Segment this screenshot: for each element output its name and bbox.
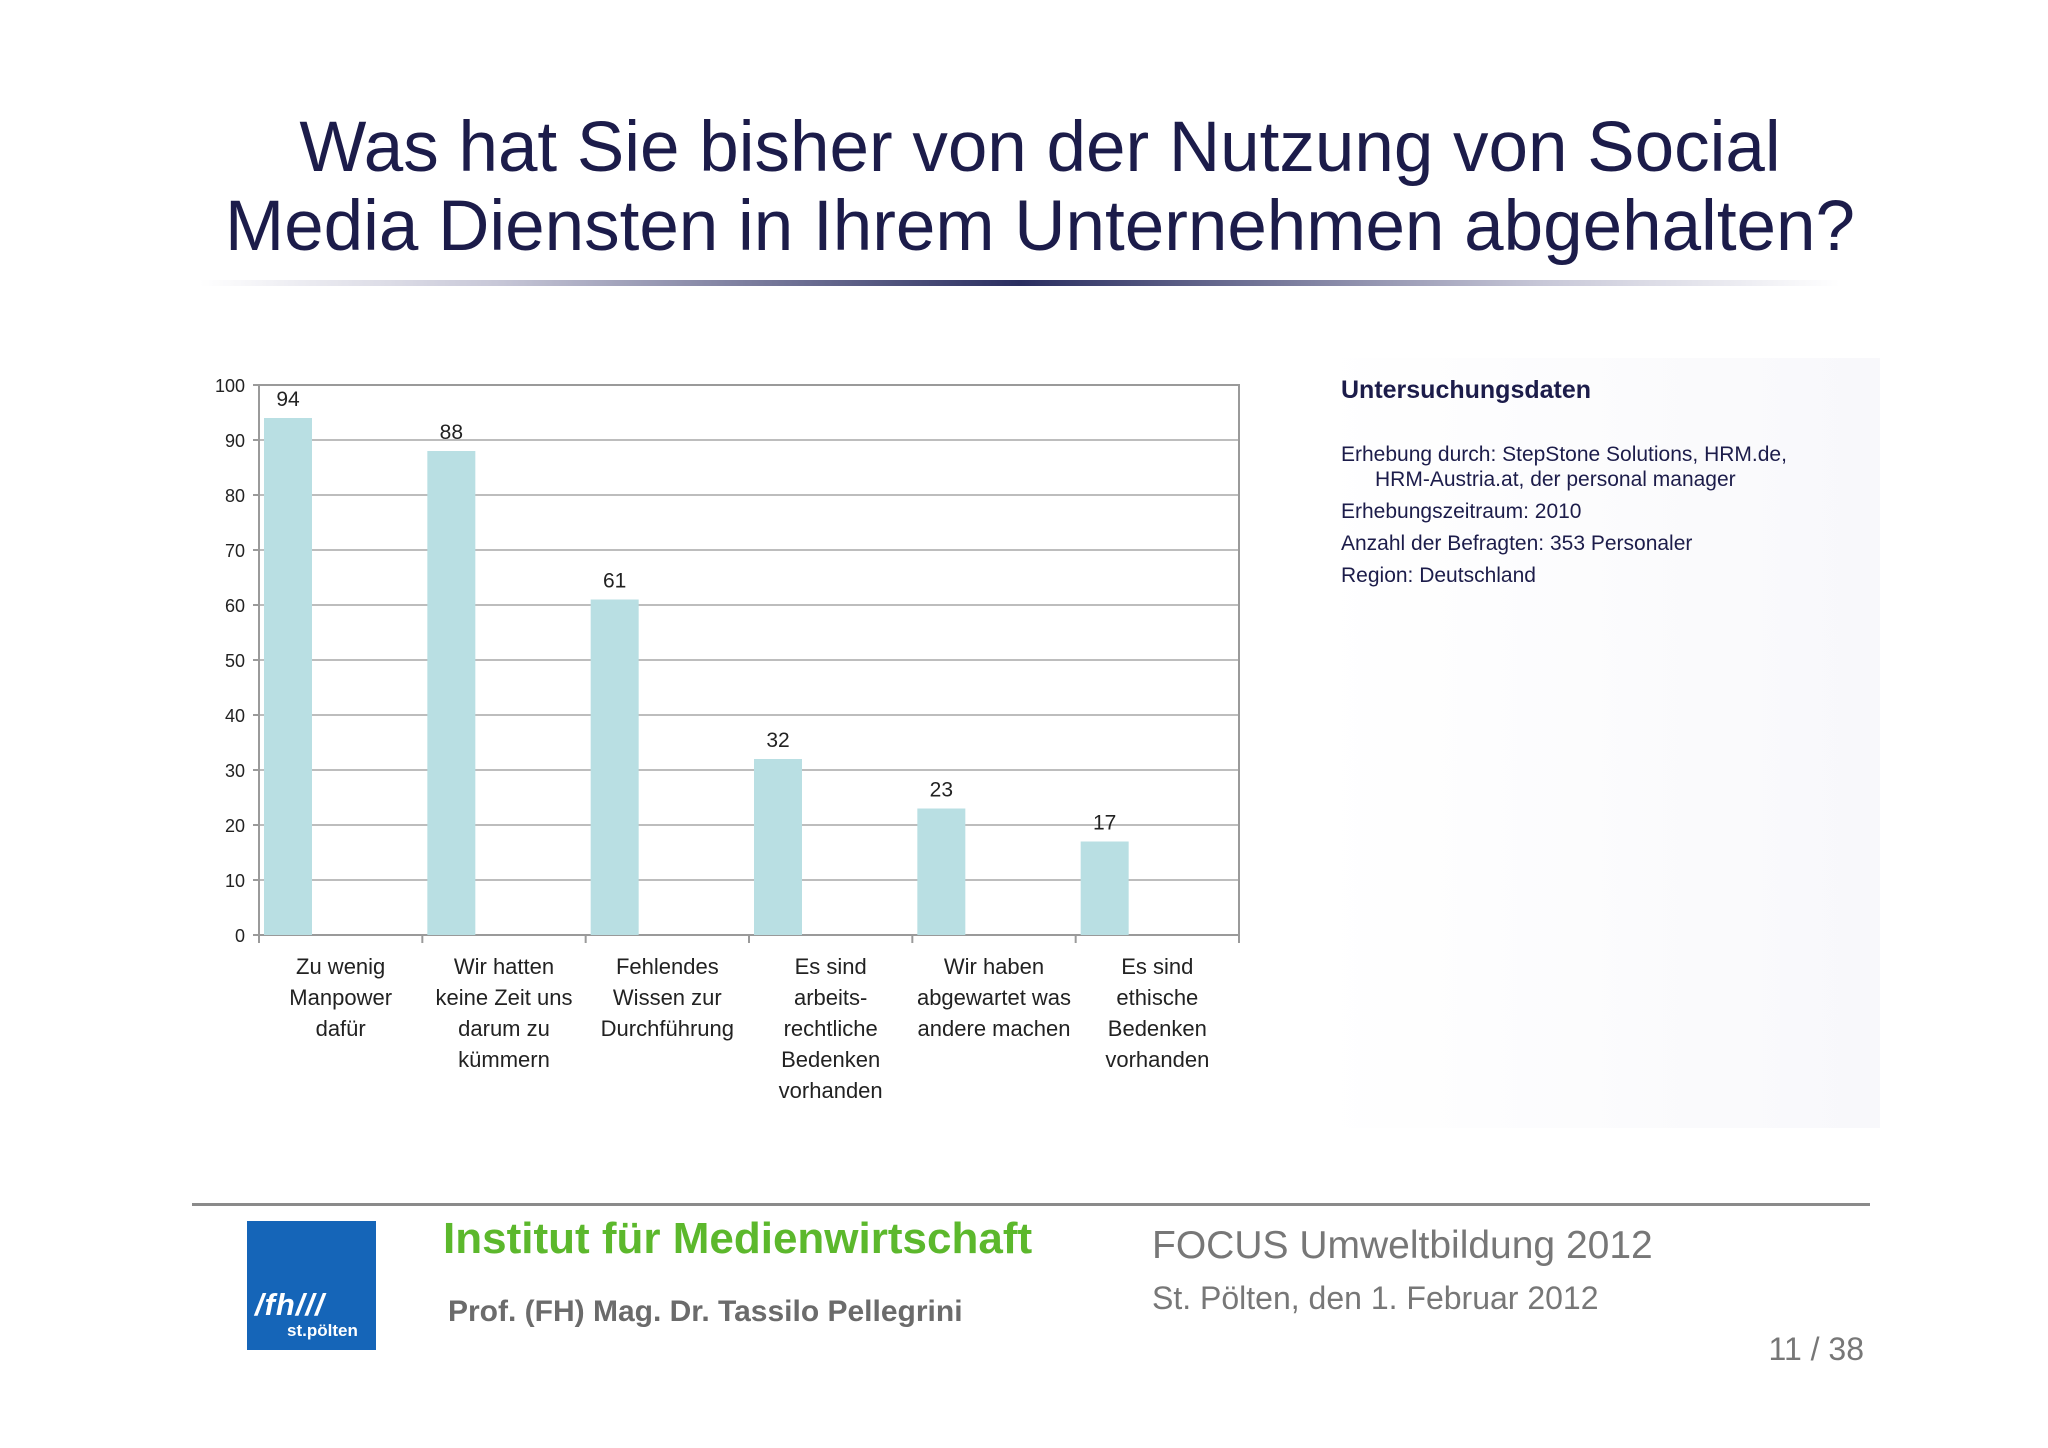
page-number: 11 / 38	[1768, 1331, 1864, 1367]
bar	[427, 451, 476, 935]
y-tick-label: 50	[225, 651, 245, 671]
x-category-label: Wissen zur	[613, 985, 722, 1010]
x-category-label: Bedenken	[1108, 1016, 1207, 1041]
x-category-label: arbeits-	[794, 985, 867, 1010]
x-category-label: Durchführung	[601, 1016, 734, 1041]
info-list: Erhebung durch: StepStone Solutions, HRM…	[1341, 442, 1787, 595]
y-tick-label: 30	[225, 761, 245, 781]
title-underline	[200, 280, 1840, 286]
y-tick-label: 90	[225, 431, 245, 451]
x-category-label: Wir hatten	[454, 954, 554, 979]
x-category-label: keine Zeit uns	[436, 985, 573, 1010]
x-category-label: Es sind	[1121, 954, 1193, 979]
data-label: 23	[930, 779, 953, 802]
bar	[1080, 841, 1129, 935]
x-category-label: Manpower	[289, 985, 392, 1010]
bar	[590, 599, 639, 935]
x-category-label: Wir haben	[944, 954, 1044, 979]
author-name: Prof. (FH) Mag. Dr. Tassilo Pellegrini	[448, 1295, 963, 1328]
x-category-label: kümmern	[458, 1047, 550, 1072]
y-tick-label: 70	[225, 541, 245, 561]
info-line-source-text: Erhebung durch: StepStone Solutions, HRM…	[1341, 443, 1787, 466]
slide-title: Was hat Sie bisher von der Nutzung von S…	[160, 108, 1920, 266]
y-tick-label: 60	[225, 596, 245, 616]
x-category-label: Fehlendes	[616, 954, 719, 979]
x-category-label: vorhanden	[779, 1078, 883, 1103]
x-category-label: vorhanden	[1105, 1047, 1209, 1072]
logo-mark: /fh///	[255, 1287, 325, 1322]
info-heading: Untersuchungsdaten	[1341, 376, 1592, 404]
x-category-label: Zu wenig	[296, 954, 385, 979]
x-category-label: andere machen	[918, 1016, 1071, 1041]
info-line-respondents: Anzahl der Befragten: 353 Personaler	[1341, 532, 1693, 555]
x-category-label: Es sind	[795, 954, 867, 979]
y-tick-label: 0	[235, 926, 245, 946]
x-category-label: darum zu	[458, 1016, 550, 1041]
slide-title-line-2: Media Diensten in Ihrem Unternehmen abge…	[224, 187, 1856, 266]
info-line-period: Erhebungszeitraum: 2010	[1341, 500, 1582, 523]
data-label: 32	[766, 729, 789, 752]
x-category-label: Bedenken	[781, 1047, 880, 1072]
x-category-label: dafür	[316, 1016, 366, 1041]
data-label: 17	[1093, 812, 1116, 835]
logo-subtitle: st.pölten	[287, 1321, 358, 1340]
bar	[264, 418, 312, 935]
y-tick-label: 80	[225, 486, 245, 506]
y-tick-label: 20	[225, 816, 245, 836]
x-category-label: abgewartet was	[917, 985, 1071, 1010]
data-label: 88	[440, 421, 463, 444]
x-category-label: rechtliche	[784, 1016, 878, 1041]
info-line-source-continued: HRM-Austria.at, der personal manager	[1375, 468, 1736, 491]
data-label: 61	[603, 570, 626, 593]
y-tick-label: 40	[225, 706, 245, 726]
footer-divider	[192, 1203, 1870, 1206]
bar	[917, 808, 966, 935]
y-tick-label: 100	[215, 376, 245, 396]
data-label: 94	[276, 388, 300, 411]
info-panel	[1320, 358, 1880, 1128]
y-tick-label: 10	[225, 871, 245, 891]
event-name: FOCUS Umweltbildung 2012	[1152, 1224, 1653, 1267]
institute-name: Institut für Medienwirtschaft	[443, 1214, 1033, 1263]
x-category-label: ethische	[1116, 985, 1198, 1010]
bar	[754, 759, 802, 935]
info-line-region: Region: Deutschland	[1341, 564, 1536, 587]
slide-title-line-1: Was hat Sie bisher von der Nutzung von S…	[299, 108, 1781, 187]
event-date: St. Pölten, den 1. Februar 2012	[1152, 1280, 1599, 1316]
info-line-source: Erhebung durch: StepStone Solutions, HRM…	[1341, 442, 1787, 492]
fh-logo: /fh/// st.pölten	[247, 1221, 376, 1350]
bar-chart: 0 10 20 30 40 50 60 70 80 90 100 94 Zu wenig Manpower…	[215, 376, 1240, 1103]
